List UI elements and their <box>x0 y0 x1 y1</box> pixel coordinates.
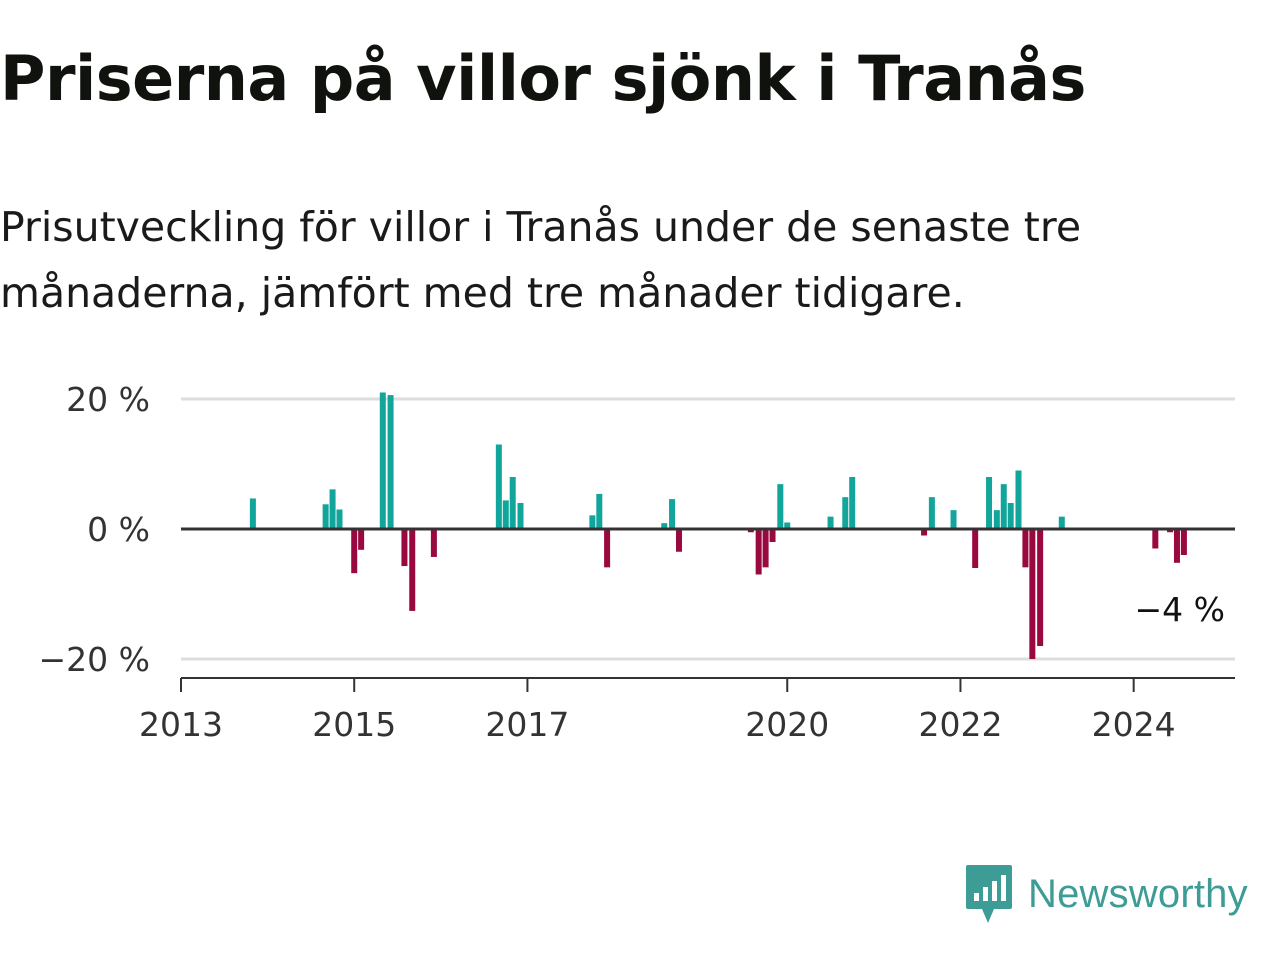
bar <box>1015 470 1022 529</box>
bar <box>1173 529 1180 563</box>
bar <box>1058 516 1065 529</box>
bar <box>1000 484 1007 529</box>
newsworthy-logo-icon <box>966 865 1012 923</box>
bar <box>517 503 524 529</box>
bar <box>322 504 329 529</box>
brand-logo: Newsworthy <box>964 862 1248 926</box>
x-tick-label: 2017 <box>485 705 569 744</box>
bar <box>747 529 754 533</box>
y-tick-label: −20 % <box>39 640 151 679</box>
bar <box>842 497 849 529</box>
bar <box>379 392 386 529</box>
last-value-annotation: −4 % <box>1135 590 1226 629</box>
bar <box>993 510 1000 529</box>
bar <box>755 529 762 575</box>
x-tick-label: 2024 <box>1092 705 1176 744</box>
bar <box>351 529 358 574</box>
bar <box>502 500 509 529</box>
bar <box>669 499 676 529</box>
y-tick-label: 20 % <box>66 380 150 419</box>
bar <box>329 489 336 529</box>
bar <box>675 529 682 552</box>
bar <box>661 523 668 529</box>
bar <box>430 529 437 557</box>
bar <box>928 497 935 529</box>
bar <box>1029 529 1036 659</box>
bar <box>409 529 416 611</box>
bar <box>401 529 408 567</box>
bar <box>387 395 394 529</box>
bar <box>827 516 834 529</box>
x-tick-label: 2020 <box>745 705 829 744</box>
y-tick-label: 0 % <box>87 510 150 549</box>
bar <box>762 529 769 568</box>
bar <box>950 510 957 529</box>
bar <box>495 444 502 529</box>
bar <box>604 529 611 568</box>
bar <box>769 529 776 542</box>
bar <box>849 477 856 529</box>
x-tick-label: 2022 <box>918 705 1002 744</box>
bar <box>784 522 791 529</box>
bar-chart: 20 % 0 % −20 % 2013 2015 2017 2020 2022 2024 −4 % <box>39 380 1235 744</box>
bar <box>1022 529 1029 568</box>
bar <box>1007 503 1014 529</box>
bar <box>986 477 993 529</box>
bar <box>777 484 784 529</box>
bar <box>1180 529 1187 555</box>
tick-labels: 20 % 0 % −20 % 2013 2015 2017 2020 2022 2024 −4 % <box>39 380 1226 744</box>
bar <box>596 493 603 529</box>
bar <box>358 529 365 550</box>
gridlines <box>181 397 1235 661</box>
bar <box>972 529 979 568</box>
bar <box>1167 529 1174 533</box>
chart-title: Priserna på villor sjönk i Tranås <box>0 42 1086 115</box>
chart-subtitle: Prisutveckling för villor i Tranås under… <box>0 203 1082 317</box>
axes <box>180 527 1235 692</box>
bar <box>589 515 596 529</box>
bars <box>249 392 1187 659</box>
x-tick-label: 2013 <box>139 705 223 744</box>
brand-name: Newsworthy <box>1028 871 1248 916</box>
bar <box>1037 529 1044 646</box>
bar <box>509 477 516 529</box>
bar <box>249 498 256 529</box>
bar <box>336 509 343 529</box>
x-tick-label: 2015 <box>312 705 396 744</box>
bar <box>921 529 928 536</box>
bar <box>1152 529 1159 549</box>
